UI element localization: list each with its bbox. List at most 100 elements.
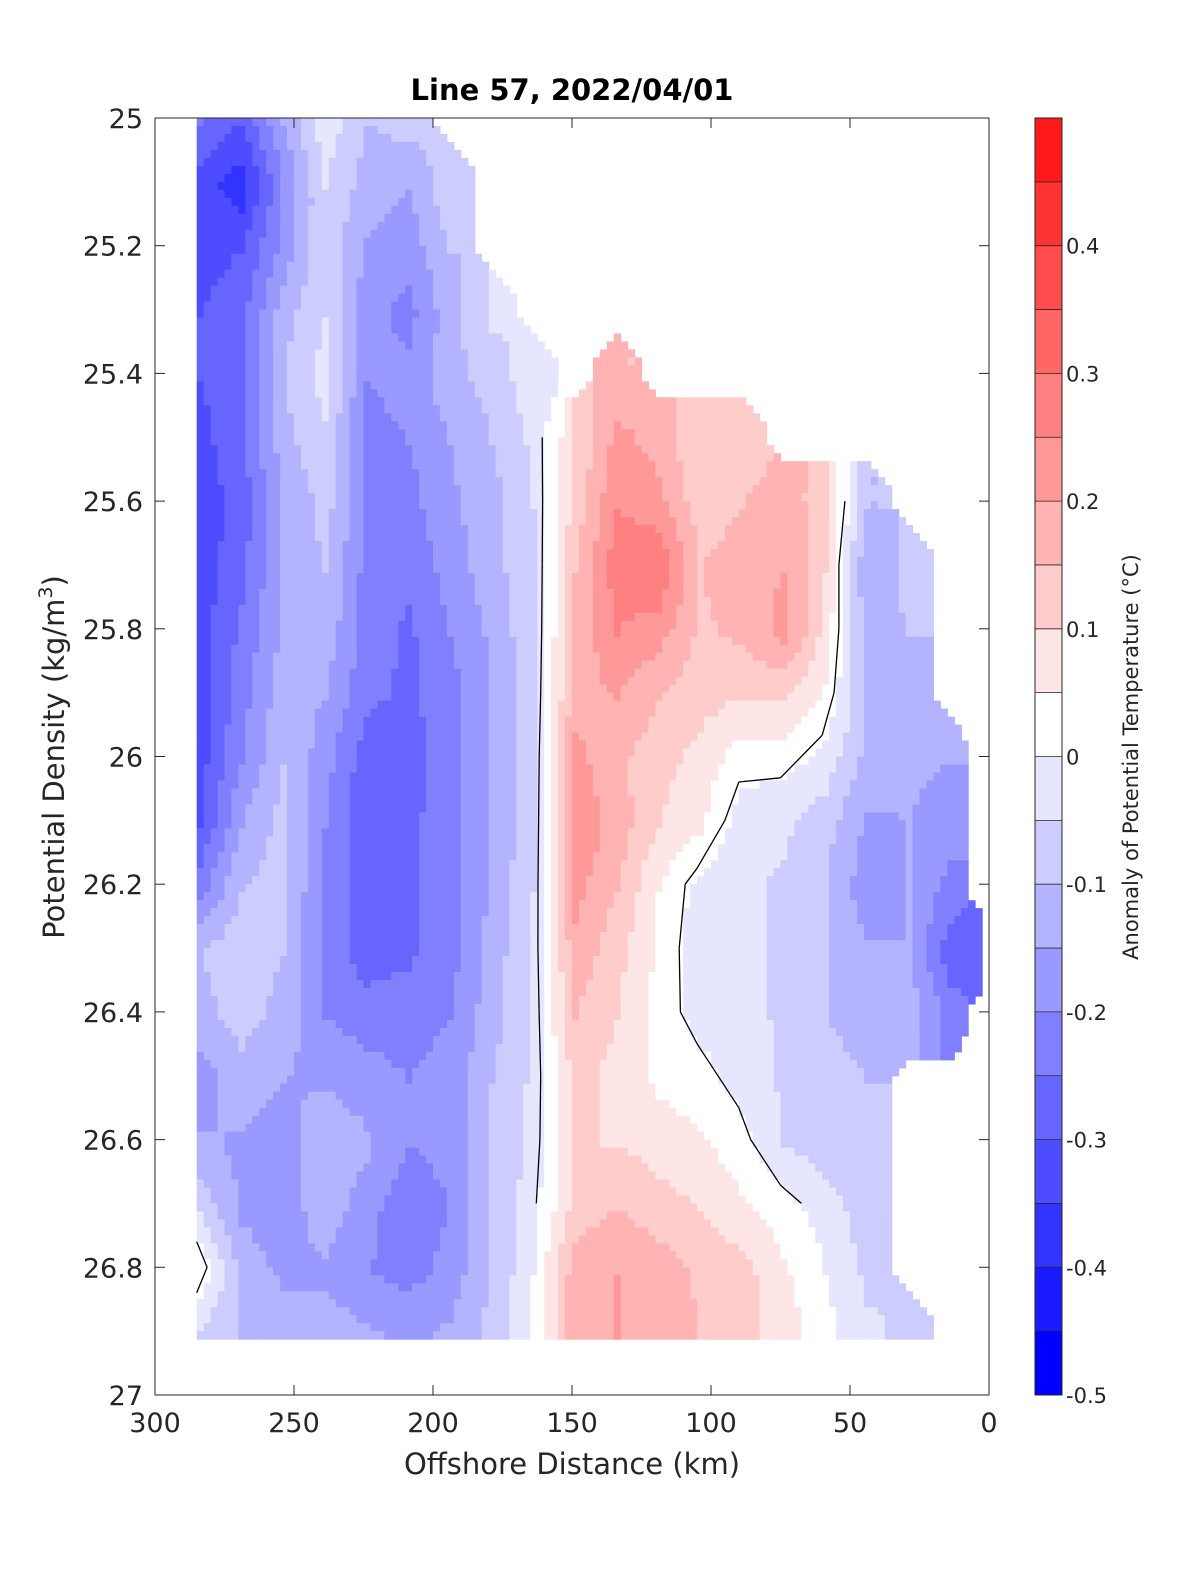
heatmap-cell <box>419 301 427 311</box>
heatmap-cell <box>238 397 246 406</box>
heatmap-cell <box>926 588 934 598</box>
heatmap-cell <box>509 429 517 438</box>
heatmap-cell <box>704 405 712 414</box>
heatmap-cell <box>690 413 698 422</box>
heatmap-cell <box>460 620 469 630</box>
heatmap-cell <box>863 644 872 654</box>
heatmap-cell <box>453 325 462 335</box>
heatmap-cell <box>328 397 337 406</box>
heatmap-cell <box>412 157 420 167</box>
heatmap-cell <box>245 157 253 167</box>
heatmap-cell <box>224 644 232 654</box>
heatmap-cell <box>419 596 427 606</box>
heatmap-cell <box>731 557 740 566</box>
heatmap-cell <box>238 421 246 430</box>
heatmap-cell <box>266 429 274 438</box>
heatmap-cell <box>349 421 358 430</box>
heatmap-cell <box>453 572 462 582</box>
heatmap-cell <box>697 517 705 526</box>
heatmap-cell <box>231 157 239 167</box>
heatmap-cell <box>446 301 455 311</box>
heatmap-cell <box>210 612 219 622</box>
heatmap-cell <box>495 277 504 287</box>
heatmap-cell <box>759 533 768 542</box>
heatmap-cell <box>453 596 462 606</box>
heatmap-cell <box>280 644 288 654</box>
heatmap-cell <box>843 580 851 590</box>
heatmap-cell <box>773 652 782 662</box>
heatmap-cell <box>516 525 524 534</box>
heatmap-cell <box>217 301 226 311</box>
heatmap-cell <box>572 469 580 478</box>
heatmap-cell <box>481 477 490 486</box>
heatmap-cell <box>794 461 802 470</box>
heatmap-cell <box>252 149 260 159</box>
heatmap-cell <box>273 165 281 175</box>
heatmap-cell <box>307 501 316 510</box>
heatmap-cell <box>217 229 226 239</box>
heatmap-cell <box>328 269 337 279</box>
heatmap-cell <box>439 509 448 518</box>
heatmap-cell <box>210 381 219 390</box>
heatmap-cell <box>238 237 246 247</box>
heatmap-cell <box>752 652 761 662</box>
heatmap-cell <box>259 309 267 319</box>
heatmap-cell <box>620 533 629 542</box>
heatmap-cell <box>433 668 441 678</box>
heatmap-cell <box>530 636 538 646</box>
heatmap-cell <box>836 501 844 510</box>
heatmap-cell <box>426 126 434 135</box>
heatmap-cell <box>391 644 399 654</box>
heatmap-cell <box>613 572 622 582</box>
heatmap-cell <box>870 580 879 590</box>
heatmap-cell <box>266 557 274 566</box>
heatmap-cell <box>307 469 316 478</box>
heatmap-cell <box>655 477 663 486</box>
heatmap-cell <box>683 660 691 670</box>
heatmap-cell <box>662 668 670 678</box>
heatmap-cell <box>412 397 420 406</box>
heatmap-cell <box>287 572 295 582</box>
heatmap-cell <box>370 373 378 382</box>
heatmap-cell <box>481 517 490 526</box>
heatmap-cell <box>328 261 337 271</box>
heatmap-cell <box>502 357 510 366</box>
heatmap-cell <box>238 453 246 462</box>
heatmap-cell <box>780 485 788 494</box>
heatmap-cell <box>481 564 490 574</box>
heatmap-cell <box>419 173 427 183</box>
heatmap-cell <box>481 301 490 311</box>
heatmap-cell <box>592 501 601 510</box>
heatmap-cell <box>300 461 309 470</box>
heatmap-cell <box>446 541 455 550</box>
heatmap-cell <box>634 604 643 614</box>
heatmap-cell <box>203 389 212 398</box>
heatmap-cell <box>857 588 865 598</box>
heatmap-cell <box>391 134 399 143</box>
heatmap-cell <box>488 349 497 359</box>
heatmap-cell <box>523 413 531 422</box>
heatmap-cell <box>683 533 691 542</box>
heatmap-cell <box>801 485 809 494</box>
heatmap-cell <box>474 429 483 438</box>
heatmap-cell <box>439 221 448 231</box>
heatmap-cell <box>530 549 538 558</box>
heatmap-cell <box>613 501 622 510</box>
heatmap-cell <box>419 604 427 614</box>
heatmap-cell <box>439 517 448 526</box>
heatmap-cell <box>426 509 434 518</box>
heatmap-cell <box>405 221 413 231</box>
heatmap-cell <box>523 381 531 390</box>
heatmap-cell <box>439 277 448 287</box>
heatmap-cell <box>245 245 253 255</box>
heatmap-cell <box>481 341 490 351</box>
heatmap-cell <box>238 149 246 159</box>
heatmap-cell <box>384 612 392 622</box>
heatmap-cell <box>328 349 337 359</box>
heatmap-cell <box>377 477 385 486</box>
heatmap-cell <box>460 517 469 526</box>
heatmap-cell <box>405 445 413 454</box>
heatmap-cell <box>335 301 344 311</box>
heatmap-cell <box>530 477 538 486</box>
heatmap-cell <box>669 549 677 558</box>
